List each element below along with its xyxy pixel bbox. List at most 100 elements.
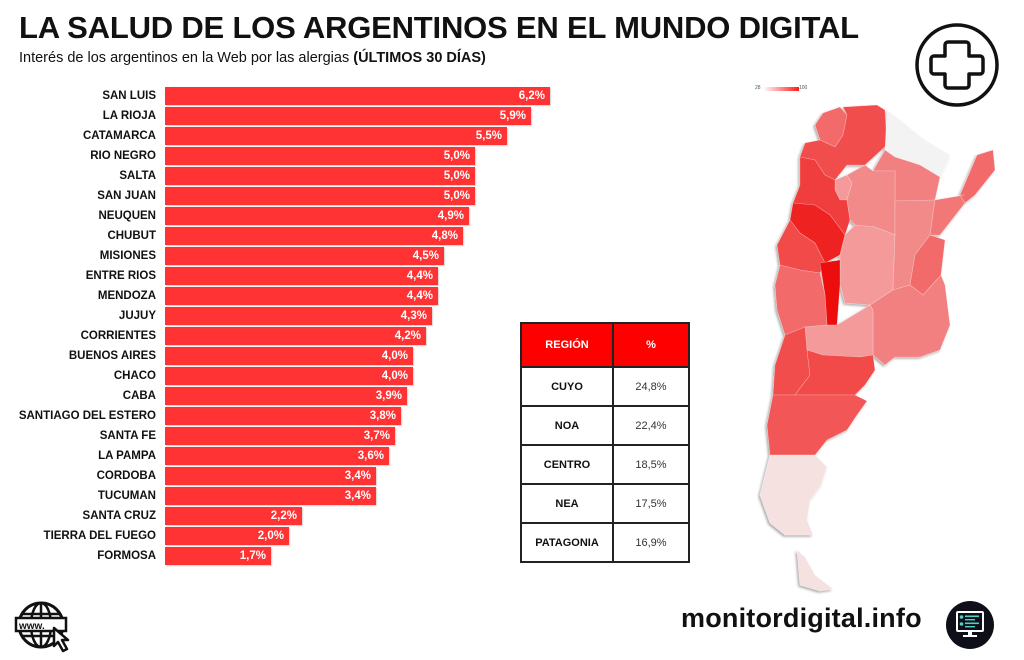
bar-row: CHACO 4,0% <box>0 366 560 386</box>
bar-value-label: 5,0% <box>443 150 470 162</box>
map-province-mendoza <box>774 264 828 336</box>
bar: 3,4% <box>165 487 376 505</box>
bar-value-label: 3,6% <box>357 450 384 462</box>
bar-category-label: SANTA FE <box>99 430 156 442</box>
bar-value-label: 4,0% <box>381 350 408 362</box>
bar-row: SALTA 5,0% <box>0 166 560 186</box>
province-bar-chart: SAN LUIS 6,2% LA RIOJA 5,9% CATAMARCA 5,5% RIO… <box>0 86 560 571</box>
legend-min-label: 28 <box>755 85 761 91</box>
bar-row: ENTRE RIOS 4,4% <box>0 266 560 286</box>
map-province-tierra-del-fuego <box>796 549 834 592</box>
bar-value-label: 4,0% <box>381 370 408 382</box>
bar-row: SAN LUIS 6,2% <box>0 86 560 106</box>
bar: 5,0% <box>165 167 475 185</box>
bar: 4,9% <box>165 207 469 225</box>
svg-text:www.: www. <box>18 621 45 632</box>
bar-value-label: 1,7% <box>239 550 266 562</box>
legend-gradient <box>763 87 799 91</box>
bar-category-label: CORDOBA <box>96 470 156 482</box>
bar-category-label: ENTRE RIOS <box>85 270 156 282</box>
bar-row: CORRIENTES 4,2% <box>0 326 560 346</box>
bar-value-label: 5,0% <box>443 170 470 182</box>
region-column-header: REGIÓN <box>520 322 614 368</box>
bar-row: LA RIOJA 5,9% <box>0 106 560 126</box>
bar-category-label: TIERRA DEL FUEGO <box>43 530 156 542</box>
bar: 3,8% <box>165 407 401 425</box>
bar-category-label: RIO NEGRO <box>90 150 156 162</box>
region-name: PATAGONIA <box>520 522 614 563</box>
bar-category-label: TUCUMAN <box>97 490 156 502</box>
region-name: NEA <box>520 483 614 524</box>
brand-link[interactable]: monitordigital.info <box>681 603 922 633</box>
bar: 2,0% <box>165 527 289 545</box>
region-value: 18,5% <box>612 444 690 485</box>
bar-row: LA PAMPA 3,6% <box>0 446 560 466</box>
bar-value-label: 5,9% <box>499 110 526 122</box>
bar-value-label: 4,3% <box>400 310 427 322</box>
bar-value-label: 3,4% <box>344 470 371 482</box>
page-title: LA SALUD DE LOS ARGENTINOS EN EL MUNDO D… <box>19 10 859 45</box>
bar-value-label: 3,7% <box>363 430 390 442</box>
www-globe-icon: www. <box>14 601 70 653</box>
region-value: 24,8% <box>612 366 690 407</box>
bar: 4,5% <box>165 247 444 265</box>
bar: 5,5% <box>165 127 507 145</box>
table-row: PATAGONIA 16,9% <box>520 522 690 563</box>
region-name: CUYO <box>520 366 614 407</box>
bar-category-label: FORMOSA <box>97 550 156 562</box>
bar-value-label: 4,4% <box>406 290 433 302</box>
map-province-chubut <box>766 394 868 456</box>
bar: 1,7% <box>165 547 271 565</box>
bar-row: BUENOS AIRES 4,0% <box>0 346 560 366</box>
bar-value-label: 5,0% <box>443 190 470 202</box>
bar-value-label: 3,4% <box>344 490 371 502</box>
bar-category-label: LA PAMPA <box>98 450 156 462</box>
bar-value-label: 4,4% <box>406 270 433 282</box>
bar: 5,0% <box>165 187 475 205</box>
bar: 3,4% <box>165 467 376 485</box>
bar-category-label: LA RIOJA <box>102 110 156 122</box>
bar-category-label: MISIONES <box>99 250 156 262</box>
bar: 5,9% <box>165 107 531 125</box>
bar-category-label: BUENOS AIRES <box>68 350 156 362</box>
table-row: NEA 17,5% <box>520 483 690 524</box>
bar-value-label: 4,8% <box>431 230 458 242</box>
region-table-header: REGIÓN % <box>520 322 690 368</box>
map-province-misiones <box>959 149 996 204</box>
bar-value-label: 5,5% <box>475 130 502 142</box>
bar-row: NEUQUEN 4,9% <box>0 206 560 226</box>
bar-row: CATAMARCA 5,5% <box>0 126 560 146</box>
bar: 4,4% <box>165 287 438 305</box>
bar-category-label: SANTA CRUZ <box>82 510 156 522</box>
bar-value-label: 4,9% <box>437 210 464 222</box>
map-province-santiago <box>846 164 896 236</box>
bar-category-label: CHUBUT <box>107 230 156 242</box>
region-name: CENTRO <box>520 444 614 485</box>
region-value: 16,9% <box>612 522 690 563</box>
monitor-dashboard-icon <box>946 601 994 649</box>
region-name: NOA <box>520 405 614 446</box>
bar-row: SANTA CRUZ 2,2% <box>0 506 560 526</box>
bar-row: MENDOZA 4,4% <box>0 286 560 306</box>
bar-category-label: MENDOZA <box>97 290 156 302</box>
map-province-rio-negro <box>794 349 876 396</box>
bar-row: SAN JUAN 5,0% <box>0 186 560 206</box>
map-province-cordoba <box>839 224 896 306</box>
bar: 4,2% <box>165 327 426 345</box>
region-table: REGIÓN % CUYO 24,8% NOA 22,4% CENTRO 18,5% … <box>520 322 690 563</box>
bar-category-label: NEUQUEN <box>98 210 156 222</box>
bar-category-label: CORRIENTES <box>80 330 156 342</box>
table-row: NOA 22,4% <box>520 405 690 446</box>
bar-value-label: 3,8% <box>369 410 396 422</box>
bar-value-label: 2,2% <box>270 510 297 522</box>
region-value: 22,4% <box>612 405 690 446</box>
bar: 3,9% <box>165 387 407 405</box>
bar: 4,3% <box>165 307 432 325</box>
bar-value-label: 4,5% <box>412 250 439 262</box>
bar-row: RIO NEGRO 5,0% <box>0 146 560 166</box>
bar-row: CORDOBA 3,4% <box>0 466 560 486</box>
bar-row: SANTIAGO DEL ESTERO 3,8% <box>0 406 560 426</box>
legend-max-label: 100 <box>799 85 808 91</box>
bar-value-label: 6,2% <box>518 90 545 102</box>
argentina-map <box>759 104 996 592</box>
